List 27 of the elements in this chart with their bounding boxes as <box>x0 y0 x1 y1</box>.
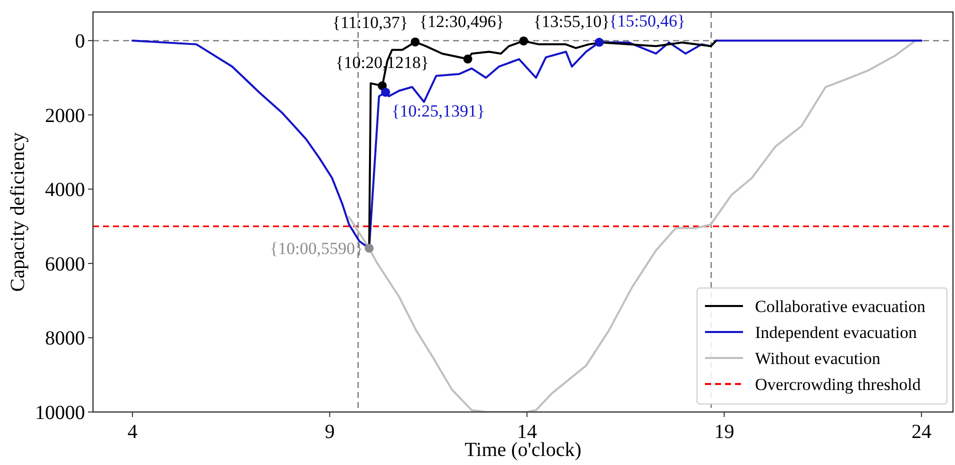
legend-label: Independent evacuation <box>755 323 918 342</box>
annotation: {12:30,496} <box>419 12 504 32</box>
y-tick-label: 6000 <box>45 253 85 276</box>
point <box>519 36 528 46</box>
y-tick-label: 0 <box>75 30 85 53</box>
y-axis-title: Capacity deficiency <box>7 132 29 292</box>
point <box>410 37 420 46</box>
x-tick-label: 19 <box>714 421 734 443</box>
annotation: {13:55,10} <box>534 12 610 31</box>
point <box>364 244 374 253</box>
legend-label: Overcrowding threshold <box>755 375 922 394</box>
annotation: {10:00,5590} <box>270 239 364 258</box>
annotation: {10:25,1391} <box>392 101 485 120</box>
y-tick-label: 2000 <box>45 104 85 127</box>
point <box>381 88 390 97</box>
point <box>463 54 472 64</box>
x-tick-label: 9 <box>324 421 335 443</box>
y-tick-label: 10000 <box>35 402 85 424</box>
annotation: {15:50,46} <box>609 11 686 30</box>
x-tick-label: 24 <box>911 421 932 443</box>
y-tick-label: 8000 <box>45 328 85 350</box>
y-tick-label: 4000 <box>45 179 85 202</box>
x-tick-label: 4 <box>127 421 138 443</box>
annotation: {11:10,37} <box>332 12 408 32</box>
point <box>594 38 604 47</box>
legend-label: Collaborative evacuation <box>755 297 926 316</box>
legend-label: Without evacution <box>755 349 881 368</box>
